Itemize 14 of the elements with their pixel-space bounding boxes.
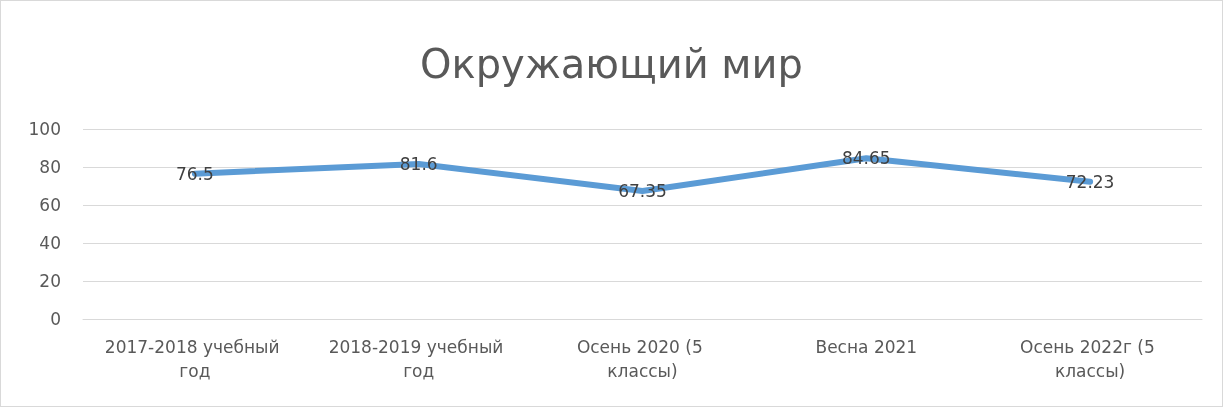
x-tick-label: Весна 2021 xyxy=(815,337,918,357)
x-tick-label: 2018-2019 учебный год xyxy=(328,337,509,381)
data-label: 76.5 xyxy=(175,163,214,184)
x-tick-label: 2017-2018 учебный год xyxy=(104,337,285,381)
data-label: 72.23 xyxy=(1065,171,1115,192)
y-tick-label: 100 xyxy=(28,119,61,139)
y-tick-label: 60 xyxy=(39,195,61,215)
y-tick-label: 80 xyxy=(39,157,61,177)
x-tick-label: Осень 2020 (5 классы) xyxy=(576,337,709,381)
x-tick-label: Осень 2022г (5 классы) xyxy=(1020,337,1161,381)
y-tick-label: 20 xyxy=(39,271,61,291)
chart-title: Окружающий мир xyxy=(420,41,803,87)
y-tick-label: 0 xyxy=(50,309,61,329)
y-tick-label: 40 xyxy=(39,233,61,253)
